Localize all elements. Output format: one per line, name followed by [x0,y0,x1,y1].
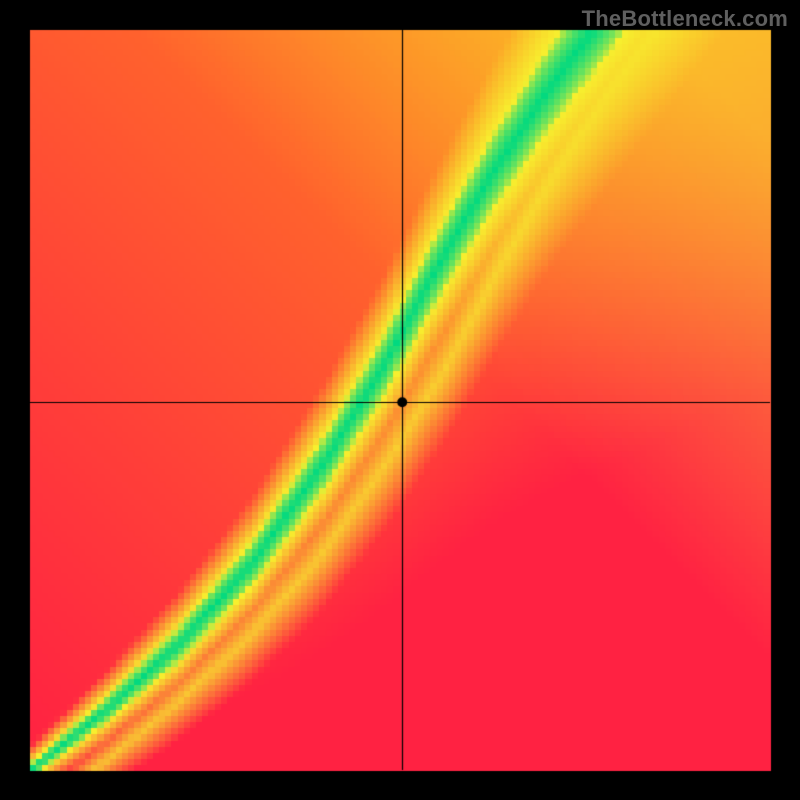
chart-root: TheBottleneck.com [0,0,800,800]
heatmap-canvas [0,0,800,800]
